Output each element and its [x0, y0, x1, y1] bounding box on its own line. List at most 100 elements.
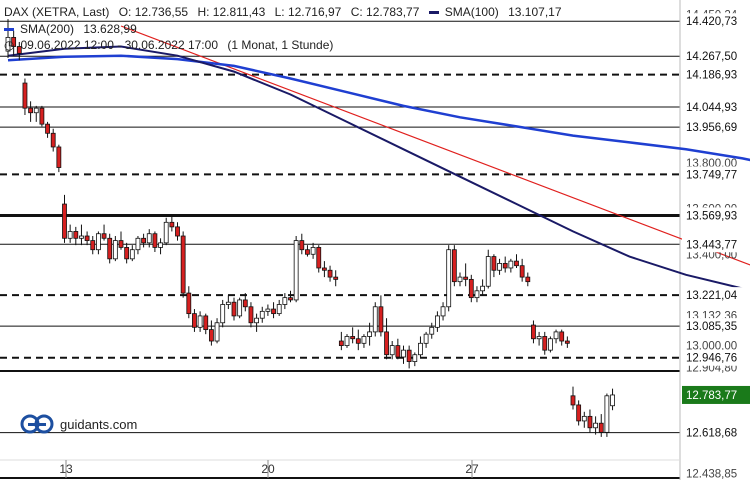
candle	[242, 293, 248, 312]
interval-label: (1 Monat, 1 Stunde)	[227, 38, 334, 52]
candle	[361, 334, 367, 348]
time-tick-label: 20	[261, 462, 275, 476]
candle	[73, 226, 79, 246]
candle-body	[344, 336, 350, 346]
candle	[406, 345, 412, 369]
candle-body	[361, 336, 367, 344]
candle	[598, 414, 604, 437]
candle-body	[28, 107, 34, 114]
candle-body	[141, 237, 147, 244]
candle	[45, 121, 50, 138]
candle	[451, 245, 457, 287]
candle	[271, 302, 276, 319]
sma200-value: 13.628,99	[83, 22, 137, 36]
candle-body	[525, 276, 531, 283]
candle	[276, 299, 282, 316]
candle-body	[271, 308, 276, 315]
sma200-swatch	[4, 28, 14, 32]
candle	[384, 318, 389, 360]
candle-body	[576, 404, 582, 422]
candle-body	[548, 338, 553, 351]
sma100-value: 13.107,17	[508, 5, 562, 19]
price-level-label-bg	[682, 99, 750, 116]
candle	[305, 245, 310, 257]
candle	[395, 338, 401, 360]
candle-body	[208, 329, 214, 342]
candle-body	[598, 422, 604, 433]
candle	[208, 320, 214, 346]
candle-body	[118, 240, 124, 248]
candle-body	[384, 331, 389, 356]
candle	[310, 242, 316, 259]
candle	[282, 293, 288, 310]
candle-body	[355, 338, 361, 344]
candle	[96, 231, 101, 255]
candle-body	[610, 394, 615, 407]
candle-body	[564, 340, 570, 344]
price-level-label: 13.085,35	[686, 321, 737, 333]
candle	[316, 245, 322, 273]
candle	[84, 231, 90, 246]
current-price-label: 12.783,77	[686, 390, 737, 402]
candle-body	[39, 107, 45, 125]
candle	[197, 311, 203, 332]
candle	[50, 128, 56, 152]
price-level-label: 13.569,93	[686, 210, 737, 222]
candle-body	[559, 331, 565, 342]
candle	[56, 144, 62, 173]
candle	[446, 245, 452, 312]
candle-body	[135, 237, 141, 251]
candle	[220, 299, 226, 328]
price-level-label-bg	[682, 424, 750, 441]
candle	[367, 322, 373, 346]
chart-header-sma200: SMA(200) 13.628,99	[4, 22, 143, 36]
chart-header-ohlc: DAX (XETRA, Last) O: 12.736,55 H: 12.811…	[4, 5, 574, 19]
period-label: 09.06.2022 12:00 - 30.06.2022 17:00	[20, 38, 218, 52]
candle	[542, 331, 548, 355]
candle-body	[16, 46, 22, 54]
candle	[564, 336, 570, 348]
candle	[192, 309, 197, 332]
candle	[412, 352, 418, 367]
candle	[112, 236, 118, 262]
candle-body	[22, 82, 28, 109]
candle-body	[56, 146, 62, 168]
candle-body	[231, 301, 237, 317]
candle-body	[429, 326, 435, 335]
candle-body	[112, 240, 118, 260]
price-level-label-bg	[682, 349, 750, 366]
candle-body	[412, 354, 418, 362]
candle	[22, 78, 28, 116]
candle	[525, 272, 531, 287]
price-level-label: 12.946,76	[686, 353, 737, 365]
price-axis: 14.450,2413.800,0013.600,0013.400,0013.1…	[682, 10, 750, 480]
current-price-badge	[682, 385, 750, 404]
candle-body	[33, 107, 39, 114]
candle	[333, 270, 339, 287]
candle	[581, 411, 587, 428]
candle	[231, 297, 237, 321]
price-level-label-bg	[682, 318, 750, 335]
candle	[344, 334, 350, 348]
candle-body	[180, 235, 186, 294]
candle	[497, 258, 502, 275]
candle-body	[79, 235, 84, 239]
candle-body	[124, 247, 130, 260]
candle-body	[310, 247, 316, 255]
axis-tick-label: 12.438,85	[686, 469, 737, 480]
candle	[163, 217, 169, 246]
candle-body	[468, 278, 474, 299]
candle	[321, 261, 327, 278]
candle-body	[440, 306, 446, 317]
candle	[33, 105, 39, 122]
candle-body	[338, 340, 344, 346]
candle-body	[604, 395, 610, 433]
candle-body	[389, 345, 395, 356]
candle-body	[581, 415, 587, 422]
candle	[514, 254, 519, 268]
candle	[548, 336, 553, 353]
candle	[11, 30, 17, 56]
candle-body	[327, 269, 333, 278]
price-level-label: 14.420,73	[686, 16, 737, 28]
candle	[175, 222, 180, 241]
